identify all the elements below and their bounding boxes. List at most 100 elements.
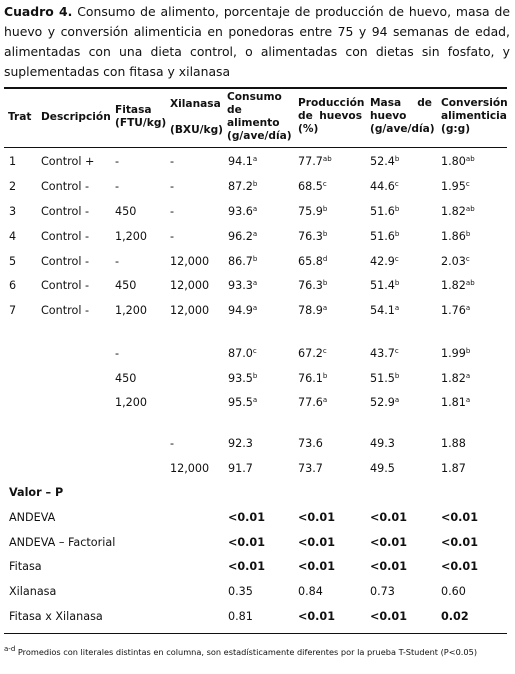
conversion-cell-value: 1.99 [441, 347, 466, 360]
conversion-cell-value: 1.82 [441, 279, 466, 292]
header-produccion: Producción de huevos (%) [298, 97, 365, 135]
significance-letter: c [252, 347, 257, 355]
consumo-cell-value: 94.9 [228, 304, 253, 317]
xilanasa-cell-value: - [170, 230, 175, 243]
significance-letter: a [252, 155, 258, 163]
fitasa-level-cell: 1,200 [115, 396, 147, 410]
masa-pvalue-value: 0.73 [370, 585, 395, 598]
description-cell: Control - [41, 279, 89, 293]
significance-letter: ab [465, 155, 475, 163]
description-cell-value: Control - [41, 304, 90, 317]
produccion-cell-value: 73.7 [298, 462, 323, 475]
fitasa-cell-value: 450 [115, 279, 137, 292]
xilanasa-cell-value: 12,000 [170, 304, 210, 317]
xilanasa-cell-value: 12,000 [170, 255, 210, 268]
consumo-cell-value: 86.7 [228, 255, 253, 268]
conversion-cell-value: 1.95 [441, 180, 466, 193]
masa-cell: 51.4b [370, 279, 399, 293]
significance-letter: b [322, 279, 328, 287]
masa-cell-value: 51.6 [370, 205, 395, 218]
fitasa-cell: 450 [115, 205, 136, 219]
conversion-cell: 2.03c [441, 255, 470, 269]
significance-letter: c [394, 255, 399, 263]
table-caption: Cuadro 4. Consumo de alimento, porcentaj… [4, 2, 510, 82]
produccion-pvalue-value: <0.01 [298, 610, 335, 623]
significance-letter: a [252, 205, 258, 213]
xilanasa-cell: - [170, 180, 174, 194]
masa-cell-value: 51.4 [370, 279, 395, 292]
conversion-cell: 1.82ab [441, 279, 475, 293]
produccion-cell-value: 76.3 [298, 230, 323, 243]
trat-cell-value: 3 [9, 205, 17, 218]
masa-cell: 43.7c [370, 347, 399, 361]
conversion-cell-value: 1.76 [441, 304, 466, 317]
description-cell: Control - [41, 255, 89, 269]
significance-letter: b [394, 155, 400, 163]
significance-letter: a [322, 396, 328, 404]
trat-cell: 5 [9, 255, 16, 269]
consumo-pvalue-value: <0.01 [228, 511, 265, 524]
significance-letter: b [322, 230, 328, 238]
significance-letter: a [252, 279, 258, 287]
conversion-cell: 1.87 [441, 462, 466, 476]
pvalue-label-value: Fitasa x Xilanasa [9, 610, 103, 623]
significance-letter: b [394, 230, 400, 238]
xilanasa-cell: - [170, 155, 174, 169]
significance-letter: a [465, 304, 471, 312]
produccion-pvalue-value: <0.01 [298, 560, 335, 573]
masa-cell: 49.3 [370, 437, 395, 451]
fitasa-cell-value: 1,200 [115, 304, 148, 317]
fitasa-cell: 450 [115, 279, 136, 293]
pvalue-label: Xilanasa [9, 585, 56, 599]
significance-letter: d [322, 255, 328, 263]
xilanasa-cell: - [170, 205, 174, 219]
masa-pvalue: <0.01 [370, 560, 407, 574]
consumo-cell-value: 91.7 [228, 462, 253, 475]
trat-cell-value: 1 [9, 155, 17, 168]
conversion-cell: 1.82ab [441, 205, 475, 219]
conversion-pvalue: <0.01 [441, 560, 478, 574]
produccion-cell-value: 78.9 [298, 304, 323, 317]
footnote-sup: a-d [4, 645, 16, 653]
produccion-cell-value: 77.6 [298, 396, 323, 409]
consumo-cell: 94.9a [228, 304, 257, 318]
significance-letter: c [465, 180, 470, 188]
xilanasa-cell: 12,000 [170, 255, 209, 269]
trat-cell: 3 [9, 205, 16, 219]
header-fitasa: Fitasa (FTU/kg) [115, 104, 167, 129]
fitasa-cell-value: - [115, 180, 120, 193]
produccion-cell-value: 68.5 [298, 180, 323, 193]
trat-cell-value: 2 [9, 180, 17, 193]
pvalue-label-value: Fitasa [9, 560, 42, 573]
trat-cell: 4 [9, 230, 16, 244]
masa-cell-value: 51.6 [370, 230, 395, 243]
produccion-pvalue: <0.01 [298, 511, 335, 525]
masa-pvalue-value: <0.01 [370, 511, 407, 524]
conversion-cell-value: 1.82 [441, 205, 466, 218]
significance-letter: a [394, 396, 400, 404]
conversion-cell: 1.88 [441, 437, 466, 451]
masa-cell: 51.5b [370, 372, 399, 386]
pvalue-label: ANDEVA [9, 511, 55, 525]
consumo-cell-value: 95.5 [228, 396, 253, 409]
conversion-cell-value: 1.86 [441, 230, 466, 243]
produccion-cell: 76.3b [298, 230, 327, 244]
description-cell: Control - [41, 304, 89, 318]
fitasa-level-cell: - [115, 347, 119, 361]
fitasa-cell: 1,200 [115, 230, 147, 244]
consumo-cell-value: 96.2 [228, 230, 253, 243]
conversion-cell: 1.99b [441, 347, 470, 361]
masa-cell: 54.1a [370, 304, 399, 318]
footnote: a-d Promedios con literales distintas en… [4, 645, 477, 658]
xilanasa-cell: - [170, 230, 174, 244]
significance-letter: c [465, 255, 470, 263]
xilanasa-cell-value: - [170, 180, 175, 193]
significance-letter: ab [465, 205, 475, 213]
significance-letter: a [465, 372, 471, 380]
description-cell: Control - [41, 180, 89, 194]
significance-letter: b [465, 347, 471, 355]
header-masa: Masa de huevo (g/ave/día) [370, 97, 435, 135]
consumo-cell: 93.5b [228, 372, 257, 386]
description-cell-value: Control - [41, 180, 90, 193]
fitasa-cell-value: - [115, 155, 120, 168]
